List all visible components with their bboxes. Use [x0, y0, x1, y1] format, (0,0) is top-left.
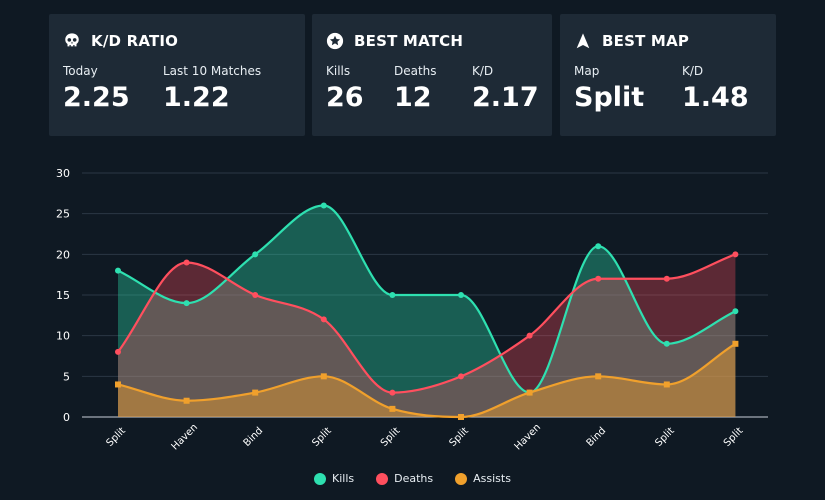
- legend-item-assists[interactable]: Assists: [455, 472, 511, 485]
- x-tick-label: Split: [104, 425, 128, 449]
- x-tick-label: Haven: [513, 422, 543, 452]
- series-line-kills: [117, 204, 736, 394]
- point-kills: [732, 308, 739, 315]
- point-assists: [115, 381, 121, 388]
- point-deaths: [732, 251, 739, 258]
- point-kills: [252, 251, 259, 258]
- point-kills: [595, 243, 602, 250]
- point-deaths: [183, 259, 190, 266]
- kd-last10-stat: Last 10 Matches 1.22: [163, 64, 261, 114]
- point-assists: [526, 389, 533, 396]
- point-deaths: [252, 292, 259, 298]
- point-assists: [595, 373, 602, 380]
- legend-item-kills[interactable]: Kills: [314, 472, 354, 485]
- x-tick-label: Split: [447, 425, 471, 449]
- point-deaths: [115, 348, 121, 355]
- best-match-kills-stat: Kills 26: [326, 64, 364, 114]
- stat-value: 1.22: [163, 82, 230, 113]
- series-line-assists: [117, 342, 736, 419]
- match-history-chart: 0 5 10 15 20 25 30 Split Haven Bind Split Split Spli…: [56, 167, 768, 452]
- x-tick-label: Split: [379, 425, 403, 449]
- best-map-kd-stat: K/D 1.48: [682, 64, 749, 114]
- stat-value: 12: [394, 82, 432, 113]
- area-deaths: [118, 254, 736, 417]
- kd-ratio-card: K/D RATIO Today 2.25 Last 10 Matches 1.2…: [49, 14, 305, 136]
- point-deaths: [663, 275, 670, 282]
- x-tick-label: Bind: [585, 425, 609, 449]
- point-assists: [183, 397, 190, 404]
- point-kills: [663, 340, 670, 347]
- x-tick-label: Haven: [170, 422, 200, 452]
- point-kills: [320, 202, 327, 209]
- stat-label: K/D: [472, 64, 494, 78]
- y-tick-label: 15: [56, 289, 70, 302]
- point-deaths: [458, 373, 464, 380]
- x-tick-label: Split: [310, 425, 334, 449]
- area-assists: [118, 343, 736, 417]
- point-kills: [183, 300, 190, 307]
- x-tick-label: Bind: [242, 425, 266, 449]
- best-map-map-stat: Map Split: [574, 64, 644, 114]
- y-tick-label: 10: [56, 330, 70, 343]
- area-kills: [118, 205, 736, 417]
- kd-today-stat: Today 2.25: [63, 64, 130, 114]
- point-assists: [389, 405, 396, 412]
- best-match-title: BEST MATCH: [354, 32, 464, 50]
- stat-label: Kills: [326, 64, 351, 78]
- chart-legend: Kills Deaths Assists: [0, 472, 825, 485]
- y-tick-label: 5: [63, 370, 70, 383]
- x-tick-label: Split: [722, 425, 746, 449]
- point-kills: [115, 267, 121, 274]
- point-assists: [732, 340, 739, 347]
- stat-label: Last 10 Matches: [163, 64, 262, 78]
- best-match-kd-stat: K/D 2.17: [472, 64, 539, 114]
- legend-dot-kills: [314, 472, 327, 485]
- best-match-deaths-stat: Deaths 12: [394, 64, 437, 114]
- legend-item-deaths[interactable]: Deaths: [376, 472, 433, 485]
- best-match-card: BEST MATCH Kills 26 Deaths 12 K/D 2.17: [312, 14, 552, 136]
- x-tick-label: Split: [653, 425, 677, 449]
- legend-label-deaths: Deaths: [394, 472, 434, 485]
- stat-value: 2.17: [472, 82, 539, 113]
- y-tick-label: 25: [56, 208, 70, 221]
- legend-label-assists: Assists: [473, 472, 511, 485]
- stat-label: Map: [574, 64, 600, 78]
- stat-value: 26: [326, 82, 364, 113]
- y-tick-label: 0: [63, 411, 70, 424]
- stat-value: 2.25: [63, 82, 130, 113]
- arrow-up-icon: [576, 33, 590, 49]
- point-assists: [663, 381, 670, 388]
- stat-value: Split: [574, 82, 645, 113]
- point-deaths: [526, 332, 533, 339]
- point-assists: [252, 389, 259, 396]
- legend-dot-deaths: [376, 472, 389, 485]
- y-tick-label: 20: [56, 248, 70, 261]
- point-kills: [389, 292, 396, 298]
- kd-ratio-title: K/D RATIO: [91, 32, 179, 50]
- legend-dot-assists: [455, 472, 468, 485]
- point-deaths: [320, 316, 327, 323]
- star-badge-icon: [326, 32, 344, 50]
- point-deaths: [389, 389, 396, 396]
- legend-label-kills: Kills: [332, 472, 355, 485]
- best-map-title: BEST MAP: [602, 32, 690, 50]
- y-tick-label: 30: [56, 167, 70, 180]
- point-assists: [458, 414, 464, 420]
- best-map-card: BEST MAP Map Split K/D 1.48: [560, 14, 776, 136]
- point-deaths: [595, 275, 602, 282]
- stat-label: Today: [63, 64, 98, 78]
- stat-label: K/D: [682, 64, 704, 78]
- point-assists: [320, 373, 327, 380]
- skull-icon: [65, 33, 79, 47]
- point-kills: [458, 292, 464, 298]
- series-line-deaths: [117, 253, 736, 394]
- stat-label: Deaths: [394, 64, 437, 78]
- stat-value: 1.48: [682, 82, 749, 113]
